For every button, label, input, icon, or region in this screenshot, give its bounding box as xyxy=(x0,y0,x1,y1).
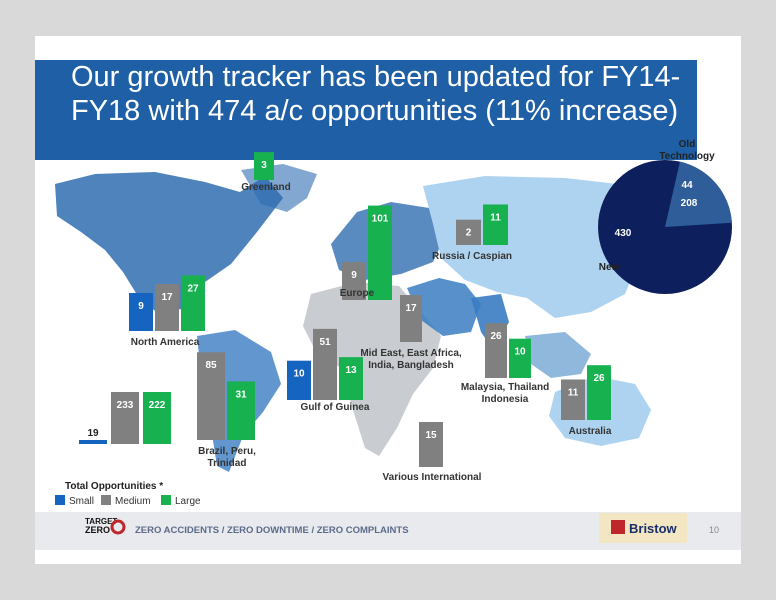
bar-medium xyxy=(111,392,139,444)
bar-large xyxy=(368,205,392,300)
bar-large xyxy=(254,152,274,180)
region-label: Russia / Caspian xyxy=(432,251,512,262)
bristow-logo: Bristow xyxy=(629,521,678,536)
bar-large xyxy=(181,275,205,331)
bar-value-label: 85 xyxy=(205,360,217,371)
map-north-america xyxy=(55,172,283,314)
region-label: Gulf of Guinea xyxy=(301,402,370,413)
bar-large xyxy=(483,204,508,245)
bar-value-label: 15 xyxy=(425,430,437,441)
legend-label: Small xyxy=(69,496,94,507)
bar-value-label: 2 xyxy=(466,228,472,239)
bar-small xyxy=(79,440,107,444)
region-label: Europe xyxy=(340,288,375,299)
pie-label-new: New xyxy=(599,262,620,273)
map-middle-east xyxy=(407,278,481,336)
bar-value-label: 222 xyxy=(149,400,166,411)
region-label: Australia xyxy=(569,426,612,437)
bar-medium xyxy=(485,323,507,378)
bar-value-label: 233 xyxy=(117,400,134,411)
region-label: Indonesia xyxy=(482,394,529,405)
pie-label-old: Old xyxy=(679,139,696,150)
region-label: Mid East, East Africa, xyxy=(360,348,462,359)
bar-medium xyxy=(155,284,179,331)
bar-value-label: 31 xyxy=(235,389,247,400)
bar-value-label: 17 xyxy=(161,292,173,303)
region-label: India, Bangladesh xyxy=(368,360,454,371)
bar-medium xyxy=(400,295,422,342)
legend-label: Large xyxy=(175,496,201,507)
bar-medium xyxy=(561,379,585,420)
bar-value-label: 9 xyxy=(138,301,144,312)
bar-medium xyxy=(456,219,481,245)
target-zero-logo: TARGET xyxy=(85,517,117,526)
bar-medium xyxy=(419,422,443,467)
bar-value-label: 26 xyxy=(593,373,605,384)
bar-value-label: 27 xyxy=(187,283,199,294)
region-label: Trinidad xyxy=(208,458,247,469)
region-label: North America xyxy=(131,337,200,348)
footer-slogan: ZERO ACCIDENTS / ZERO DOWNTIME / ZERO CO… xyxy=(135,525,409,536)
labels-layer: 3 Greenland 9 17 27 North America 9 101 Europe 2 1… xyxy=(87,139,715,483)
bar-value-label: 19 xyxy=(87,428,99,439)
bar-value-label: 101 xyxy=(372,214,389,225)
bar-medium xyxy=(313,328,337,400)
bar-value-label: 26 xyxy=(490,331,502,342)
title-bar xyxy=(35,60,697,160)
bar-large xyxy=(509,338,531,378)
bar-value-label: 11 xyxy=(568,387,579,398)
map-se-asia xyxy=(525,332,591,378)
legend-label: Medium xyxy=(115,496,151,507)
bar-small xyxy=(287,360,311,400)
bar-large xyxy=(339,357,363,400)
region-label: Malaysia, Thailand xyxy=(461,382,549,393)
region-label: Greenland xyxy=(241,182,290,193)
legend-swatch-large xyxy=(161,495,171,505)
legend-swatch-small xyxy=(55,495,65,505)
bar-value-label: 17 xyxy=(405,303,417,314)
bar-medium xyxy=(197,352,225,440)
bar-value-label: 10 xyxy=(514,347,526,358)
slide-title: Our growth tracker has been updated for … xyxy=(71,61,681,127)
bar-value-label: 51 xyxy=(319,337,331,348)
bristow-flag-icon xyxy=(611,520,625,534)
legend-title: Total Opportunities * xyxy=(65,481,163,492)
pie-annotation: 208 xyxy=(681,198,698,209)
bar-value-label: 10 xyxy=(293,369,305,380)
pie-chart xyxy=(598,160,732,294)
pie-label-old: Technology xyxy=(659,151,715,162)
bar-large xyxy=(143,392,171,444)
pie-value-new: 430 xyxy=(615,228,632,239)
bar-value-label: 13 xyxy=(345,365,357,376)
bar-medium xyxy=(342,262,366,300)
bar-small xyxy=(129,293,153,331)
bar-value-label: 11 xyxy=(490,212,501,223)
bar-large xyxy=(227,381,255,440)
pie-slice-old-technology xyxy=(665,161,732,227)
slide: Our growth tracker has been updated for … xyxy=(35,36,741,564)
bars-layer xyxy=(79,152,611,467)
growth-tracker-chart: 3 Greenland 9 17 27 North America 9 101 Europe 2 1… xyxy=(55,139,732,543)
region-label: Various International xyxy=(383,472,482,483)
target-icon xyxy=(110,519,126,535)
legend-swatch-medium xyxy=(101,495,111,505)
page-number: 10 xyxy=(709,525,719,535)
bar-value-label: 3 xyxy=(261,160,267,171)
target-zero-logo: ZERO xyxy=(85,525,110,535)
pie-value-old: 44 xyxy=(681,180,693,191)
region-label: Brazil, Peru, xyxy=(198,446,256,457)
bar-large xyxy=(587,365,611,420)
legend: Total Opportunities * Small Medium Large xyxy=(55,481,201,507)
bar-value-label: 9 xyxy=(351,270,357,281)
